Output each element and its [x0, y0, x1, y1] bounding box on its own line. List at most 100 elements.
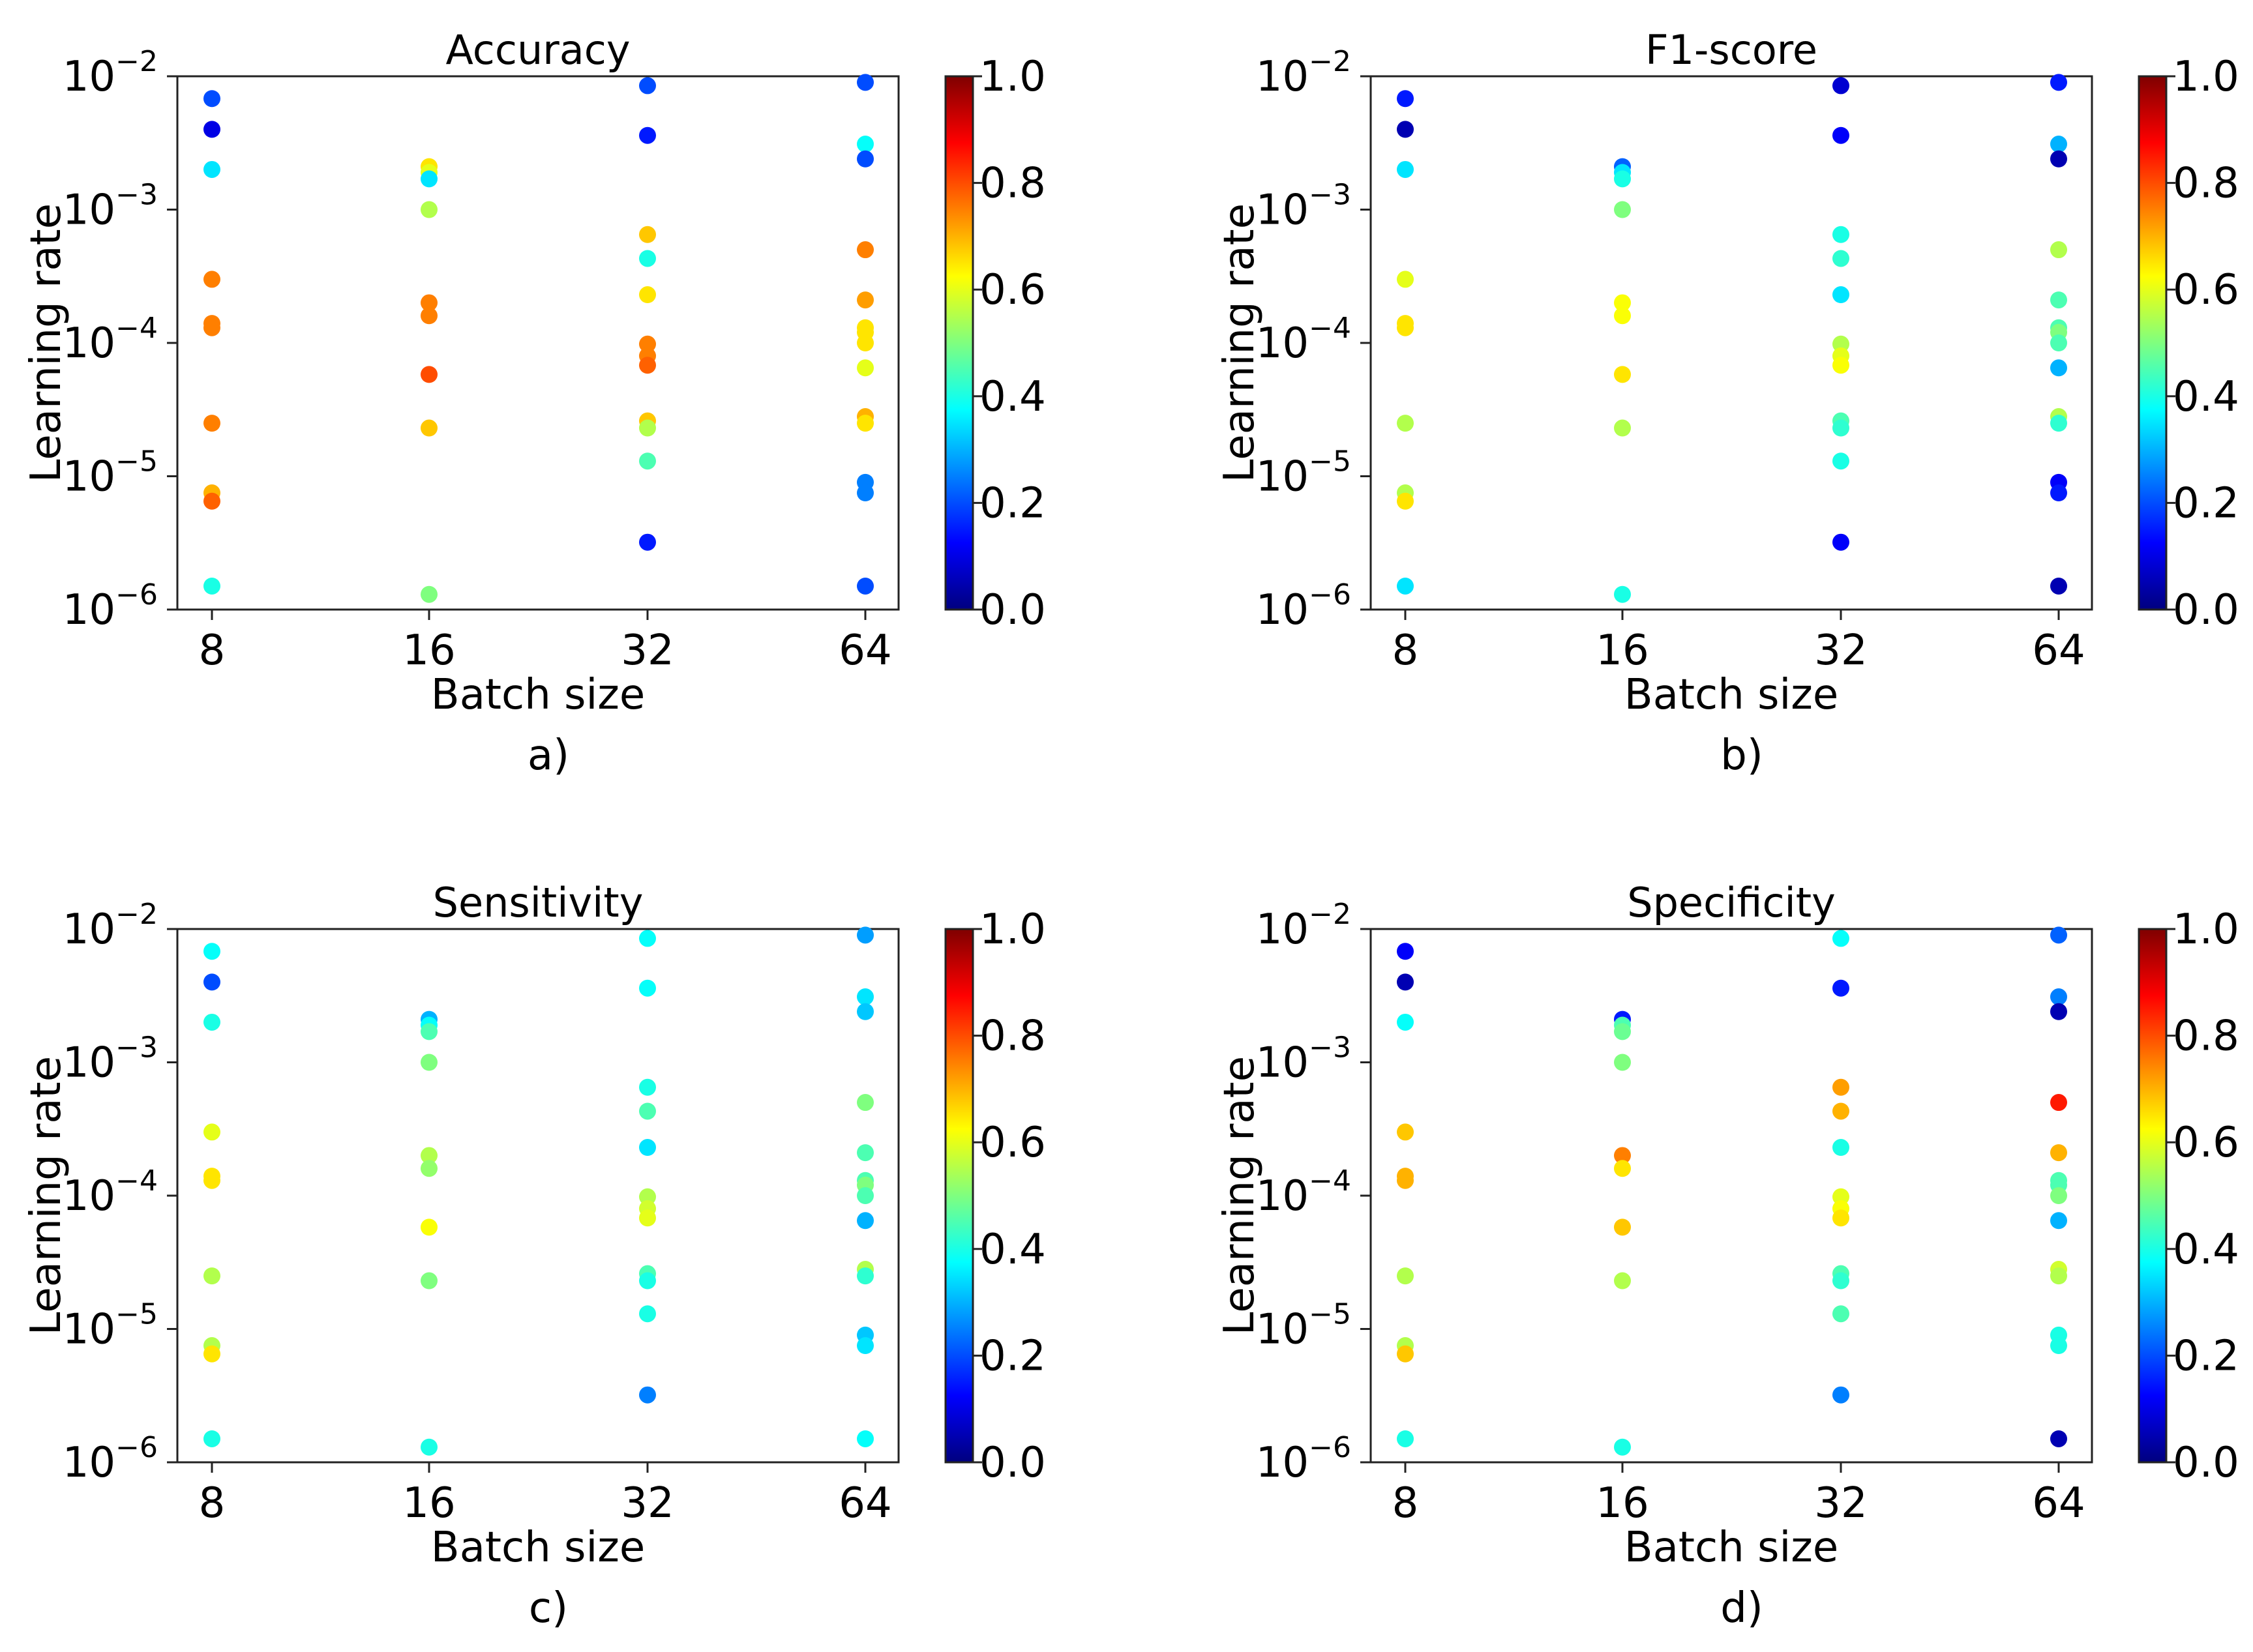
data-point	[1832, 250, 1849, 267]
data-point	[203, 492, 220, 510]
data-point	[2050, 359, 2067, 377]
y-tick-label: 10−6	[1256, 1431, 1351, 1487]
data-point	[1832, 286, 1849, 304]
data-point	[857, 988, 874, 1006]
y-tick-label-exponent: −6	[1309, 578, 1351, 612]
y-tick-label-exponent: −2	[1309, 45, 1351, 78]
y-tick-label: 10−5	[63, 1298, 158, 1354]
data-point	[1832, 1078, 1849, 1096]
data-point	[639, 77, 656, 95]
colorbar-tick-label: 0.4	[979, 373, 1046, 421]
data-point	[421, 201, 438, 218]
colorbar	[2138, 75, 2168, 611]
data-point	[203, 121, 220, 138]
data-point	[1832, 77, 1849, 95]
y-tick-label: 10−4	[1256, 1164, 1351, 1220]
data-point	[203, 160, 220, 178]
data-point	[857, 1187, 874, 1204]
colorbar-tick-label: 0.2	[979, 1332, 1046, 1380]
y-tick-label-base: 10	[63, 586, 115, 634]
data-point	[857, 241, 874, 259]
data-point	[1832, 335, 1849, 353]
y-tick-label-exponent: −3	[115, 1031, 158, 1065]
colorbar-tick-label: 0.4	[2173, 1226, 2239, 1274]
y-tick-label: 10−2	[1256, 898, 1351, 954]
panel-label: d)	[1720, 1584, 1763, 1632]
data-point	[1614, 1438, 1631, 1456]
chart-title: Specificity	[1627, 879, 1836, 926]
data-point	[1614, 1147, 1631, 1164]
y-tick-label-base: 10	[63, 1039, 115, 1087]
data-point	[1832, 1102, 1849, 1120]
y-tick-label-base: 10	[1256, 1172, 1309, 1220]
data-point	[203, 271, 220, 288]
data-point	[1614, 1272, 1631, 1290]
data-point	[1397, 577, 1414, 595]
data-point	[2050, 415, 2067, 432]
colorbar-tick-label: 0.6	[979, 1119, 1046, 1167]
y-tick-label-exponent: −5	[115, 445, 158, 479]
panel-label: c)	[529, 1584, 568, 1632]
colorbar-tick-label: 0.8	[979, 1012, 1046, 1061]
data-point	[1614, 585, 1631, 603]
data-point	[1832, 226, 1849, 243]
data-point	[857, 1337, 874, 1355]
data-point	[1832, 1272, 1849, 1290]
y-tick-label-exponent: −2	[115, 45, 158, 78]
x-axis-label: Batch size	[431, 1524, 645, 1572]
colorbar-tick-label: 0.8	[979, 160, 1046, 208]
data-point	[857, 926, 874, 944]
data-point	[1614, 1023, 1631, 1040]
data-point	[857, 1267, 874, 1285]
data-point	[1614, 307, 1631, 325]
y-tick-label-base: 10	[63, 53, 115, 101]
y-tick-label: 10−4	[1256, 312, 1351, 368]
data-point	[2050, 1187, 2067, 1204]
x-axis-label: Batch size	[1624, 671, 1838, 719]
y-tick-label-exponent: −5	[1309, 445, 1351, 479]
y-tick-label: 10−3	[63, 179, 158, 235]
data-point	[203, 1267, 220, 1285]
y-tick-label-exponent: −4	[1309, 312, 1351, 345]
colorbar-tick-label: 1.0	[2173, 906, 2239, 954]
y-tick-label: 10−3	[1256, 179, 1351, 235]
y-tick-label-exponent: −3	[115, 179, 158, 212]
colorbar-tick-label: 0.8	[2173, 160, 2239, 208]
data-point	[1832, 452, 1849, 470]
data-point	[203, 1123, 220, 1141]
data-point	[2050, 150, 2067, 168]
data-point	[1397, 943, 1414, 960]
plot-area-frame	[1369, 928, 2093, 1464]
data-point	[1832, 979, 1849, 997]
plot-area-frame	[1369, 75, 2093, 611]
data-point	[203, 1345, 220, 1363]
data-point	[639, 1272, 656, 1290]
colorbar-tick-label: 1.0	[2173, 53, 2239, 101]
y-tick-label-base: 10	[1256, 319, 1309, 368]
data-point	[857, 415, 874, 432]
y-tick-label: 10−6	[1256, 578, 1351, 634]
data-point	[639, 1386, 656, 1404]
data-point	[1397, 160, 1414, 178]
y-tick-label-base: 10	[1256, 1439, 1309, 1487]
data-point	[203, 1013, 220, 1031]
colorbar-tick-label: 0.0	[2173, 1439, 2239, 1487]
data-point	[1832, 1188, 1849, 1205]
y-tick-label: 10−2	[1256, 45, 1351, 101]
data-point	[1614, 201, 1631, 218]
data-point	[421, 1272, 438, 1290]
data-point	[639, 357, 656, 374]
y-tick-label-base: 10	[63, 906, 115, 954]
y-tick-label-exponent: −4	[115, 1164, 158, 1198]
y-axis-label: Learning rate	[22, 1056, 70, 1335]
x-tick-label: 64	[839, 627, 891, 675]
x-tick-label: 32	[621, 1479, 674, 1527]
y-tick-label: 10−3	[63, 1031, 158, 1087]
x-tick-label: 64	[839, 1479, 891, 1527]
y-tick-label-base: 10	[63, 1306, 115, 1354]
data-point	[639, 126, 656, 144]
